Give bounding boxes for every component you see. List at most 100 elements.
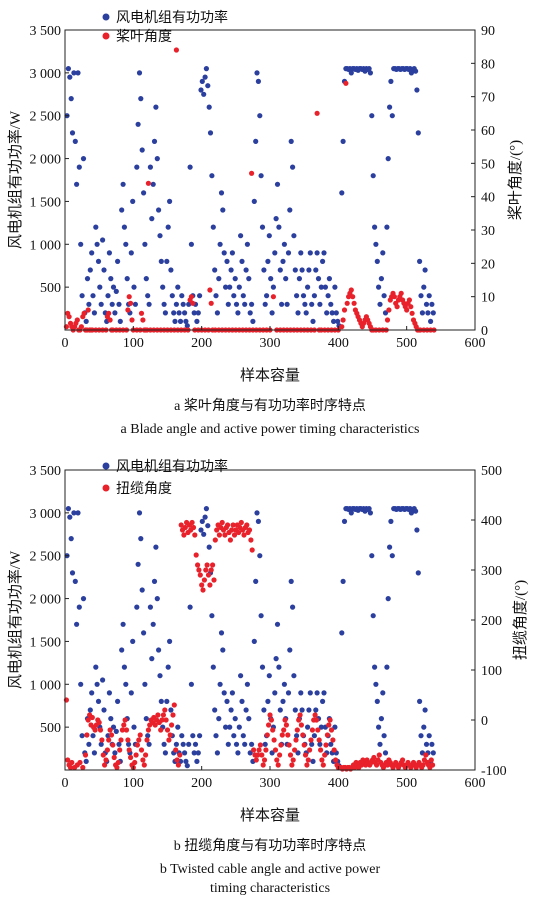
power-point — [339, 190, 345, 196]
x-tick-label: 400 — [328, 776, 349, 791]
left-tick-label: 3 500 — [30, 464, 62, 479]
x-tick-label: 200 — [191, 776, 212, 791]
power-point — [94, 681, 100, 687]
angle-point — [110, 742, 116, 748]
angle-point — [236, 529, 242, 536]
power-point — [233, 741, 240, 747]
power-point — [309, 741, 315, 747]
angle-point — [208, 300, 214, 306]
angle-point — [137, 732, 143, 738]
power-point — [259, 664, 266, 670]
angle-point — [274, 757, 280, 763]
power-point — [187, 164, 193, 170]
power-point — [313, 707, 319, 713]
power-point — [146, 741, 152, 747]
power-point — [270, 284, 276, 290]
angle-point — [283, 722, 289, 728]
angle-point — [294, 727, 300, 733]
power-point — [294, 293, 300, 299]
power-point — [179, 293, 185, 299]
angle-point — [391, 294, 397, 300]
angle-point — [420, 762, 426, 768]
power-point — [143, 276, 149, 282]
power-point — [261, 267, 267, 273]
angle-point — [152, 722, 158, 728]
power-point — [131, 284, 137, 290]
power-point — [310, 758, 316, 765]
power-point — [318, 284, 324, 290]
power-point — [160, 284, 166, 290]
angle-point — [430, 762, 436, 768]
power-point — [269, 310, 275, 316]
power-point — [68, 96, 74, 102]
power-point — [235, 750, 241, 756]
power-point — [67, 514, 73, 520]
power-point — [266, 673, 272, 679]
power-point — [87, 707, 93, 713]
power-point — [374, 698, 380, 705]
power-point — [295, 750, 301, 756]
left-tick-label: 1 000 — [30, 678, 62, 693]
angle-point — [285, 732, 291, 738]
angle-point — [248, 537, 254, 543]
power-point — [242, 301, 248, 307]
power-point — [124, 276, 130, 282]
power-point — [167, 638, 173, 645]
angle-point — [263, 747, 269, 753]
power-point — [249, 301, 255, 307]
power-point — [303, 310, 309, 316]
power-point — [80, 596, 87, 602]
panel-b-caption-en-line1: b Twisted cable angle and active power — [160, 862, 381, 877]
angle-point — [286, 742, 292, 748]
angle-point — [67, 764, 74, 771]
angle-point — [278, 742, 284, 748]
angle-point — [208, 567, 214, 573]
power-point — [228, 707, 234, 713]
power-point — [296, 276, 302, 282]
power-point — [310, 318, 316, 324]
angle-point — [173, 747, 179, 753]
left-tick-label: 500 — [40, 281, 61, 296]
power-point — [83, 318, 89, 324]
power-point — [171, 310, 177, 316]
left-tick-label: 3 000 — [30, 507, 62, 522]
power-point — [417, 258, 423, 264]
power-point — [108, 276, 114, 282]
power-point — [98, 741, 104, 747]
power-point — [173, 741, 179, 747]
power-point — [131, 724, 137, 730]
power-point — [128, 690, 134, 696]
angle-point — [122, 717, 128, 723]
power-point — [213, 733, 219, 739]
angle-point — [305, 757, 311, 763]
power-point — [415, 570, 421, 576]
panel-a-legend-label-power: 风电机组有功功率 — [116, 9, 228, 26]
angle-point — [343, 80, 349, 86]
panel-b-left-axis-label: 风电机组有功功率/W — [7, 550, 24, 689]
power-point — [377, 301, 383, 307]
power-point — [277, 267, 283, 273]
power-point — [100, 677, 106, 683]
angle-point — [196, 567, 202, 573]
power-point — [138, 536, 144, 542]
power-point — [156, 207, 162, 213]
power-point — [101, 267, 107, 273]
power-point — [201, 91, 207, 97]
x-tick-label: 300 — [260, 776, 281, 791]
power-point — [348, 70, 354, 76]
power-point — [281, 241, 287, 247]
panel-a-right-ticks: 0 10 20 30 40 50 60 70 80 90 — [471, 24, 495, 339]
panel-a-right-axis-label: 桨叶角度/(°) — [507, 140, 524, 220]
power-point — [273, 656, 279, 662]
power-point — [302, 301, 308, 307]
power-point — [203, 506, 209, 512]
angle-point — [312, 712, 318, 718]
power-point — [227, 284, 233, 290]
power-point — [367, 510, 373, 516]
power-point — [339, 630, 345, 636]
power-point — [79, 293, 85, 299]
power-point — [147, 604, 153, 610]
power-point — [205, 83, 211, 89]
angle-point — [246, 527, 253, 533]
